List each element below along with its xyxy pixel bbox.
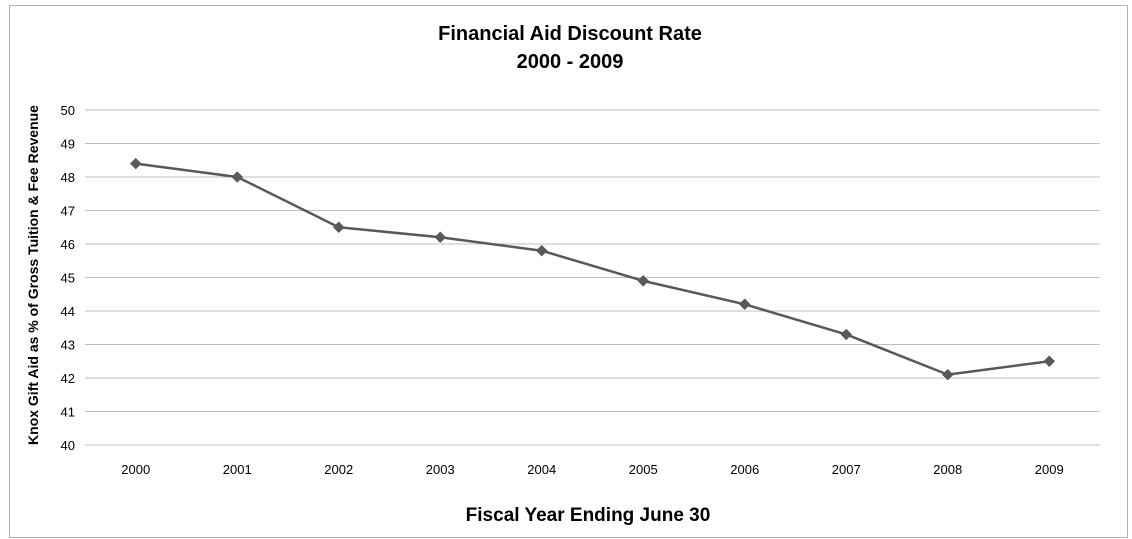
y-tick-label: 44	[61, 304, 75, 319]
data-point-marker	[129, 157, 142, 170]
y-tick-label: 48	[61, 170, 75, 185]
x-tick-label: 2006	[730, 462, 759, 477]
data-point-marker	[637, 274, 650, 287]
data-point-marker	[840, 328, 853, 341]
x-tick-label: 2009	[1035, 462, 1064, 477]
x-axis-ticks: 2000 2001 2002 2003 2004 2005 2006 2007 2008 2009	[121, 462, 1063, 477]
data-point-marker	[738, 298, 751, 311]
gridlines	[85, 109, 1100, 446]
data-point-marker	[434, 231, 447, 244]
data-point-marker	[332, 221, 345, 234]
x-tick-label: 2002	[324, 462, 353, 477]
series-layer	[129, 157, 1056, 381]
x-tick-label: 2004	[527, 462, 556, 477]
chart-title-line-2: 2000 - 2009	[517, 51, 624, 73]
data-point-marker	[231, 171, 244, 183]
x-tick-label: 2005	[629, 462, 658, 477]
y-axis-ticks: 40 41 42 43 44 45 46 47 48 49 50	[61, 103, 75, 453]
y-tick-label: 45	[61, 271, 75, 286]
chart-title-line-1: Financial Aid Discount Rate	[438, 23, 702, 45]
y-tick-label: 47	[61, 204, 75, 219]
y-tick-label: 43	[61, 338, 75, 353]
x-tick-label: 2000	[121, 462, 150, 477]
x-tick-label: 2003	[426, 462, 455, 477]
chart-frame	[9, 5, 1128, 538]
y-tick-label: 50	[61, 103, 75, 118]
y-tick-label: 46	[61, 237, 75, 252]
y-tick-label: 41	[61, 405, 75, 420]
y-tick-label: 40	[61, 438, 75, 453]
x-tick-label: 2007	[832, 462, 861, 477]
y-tick-label: 42	[61, 371, 75, 386]
data-point-marker	[535, 244, 548, 257]
x-tick-label: 2008	[933, 462, 962, 477]
x-tick-label: 2001	[223, 462, 252, 477]
data-point-marker	[941, 368, 954, 381]
x-axis-title: Fiscal Year Ending June 30	[466, 505, 711, 526]
y-axis-title: Knox Gift Aid as % of Gross Tuition & Fe…	[25, 105, 41, 445]
data-point-marker	[1043, 355, 1056, 368]
y-tick-label: 49	[61, 137, 75, 152]
series-line	[135, 162, 1050, 376]
